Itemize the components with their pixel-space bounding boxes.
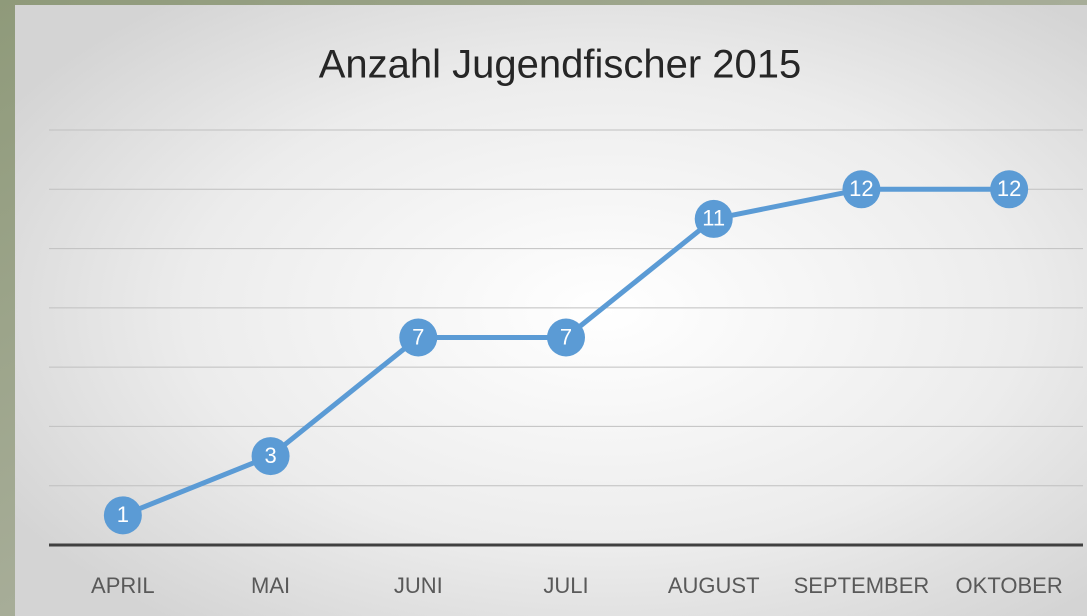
x-tick-label: OKTOBER [956, 573, 1063, 598]
data-label: 3 [264, 443, 276, 468]
data-label: 12 [997, 176, 1021, 201]
x-tick-label: JULI [543, 573, 588, 598]
x-tick-label: AUGUST [668, 573, 760, 598]
x-tick-label: APRIL [91, 573, 155, 598]
chart-title: Anzahl Jugendfischer 2015 [319, 43, 802, 87]
data-label: 11 [702, 206, 725, 231]
data-label: 7 [412, 324, 424, 349]
data-label: 1 [117, 502, 129, 527]
data-label: 7 [560, 324, 572, 349]
data-label: 12 [849, 176, 873, 201]
chart-panel [15, 5, 1087, 616]
chart: Anzahl Jugendfischer 2015 APRIL MAI JUNI JU… [0, 0, 1087, 616]
x-tick-label: MAI [251, 573, 290, 598]
x-tick-label: JUNI [394, 573, 443, 598]
x-tick-label: SEPTEMBER [794, 573, 930, 598]
